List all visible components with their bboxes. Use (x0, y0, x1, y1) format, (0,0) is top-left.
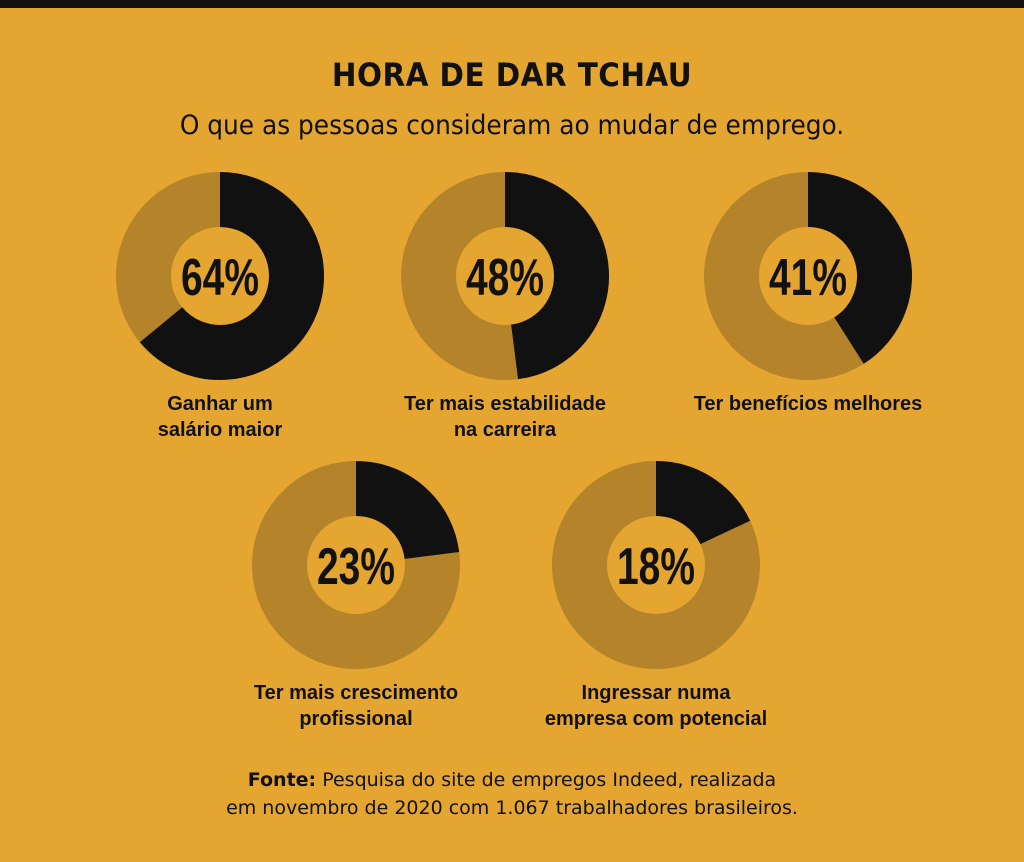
donut-1: 64% Ganhar um salário maior (116, 172, 324, 441)
chart-title: HORA DE DAR TCHAU (331, 56, 693, 94)
donut-4-label-line-2: profissional (299, 708, 412, 730)
top-bar (0, 0, 1024, 8)
source-note: Fonte: Pesquisa do site de empregos Inde… (0, 766, 1024, 822)
chart-subtitle: O que as pessoas consideram ao mudar de … (179, 110, 845, 141)
donut-2: 48% Ter mais estabilidade na carreira (401, 172, 609, 441)
donut-4: 23% Ter mais crescimento profissional (252, 461, 460, 730)
source-line-2: em novembro de 2020 com 1.067 trabalhado… (226, 797, 798, 819)
donut-5-label-line-2: empresa com potencial (545, 708, 767, 730)
donut-3-label-line-1: Ter benefícios melhores (694, 393, 923, 415)
donut-1-label-line-2: salário maior (158, 419, 283, 441)
donut-1-value: 64% (181, 249, 259, 307)
donut-4-filled-arc (354, 461, 460, 560)
donut-2-label-line-1: Ter mais estabilidade (404, 393, 606, 415)
donut-3-value: 41% (769, 249, 847, 307)
donut-1-label-line-1: Ganhar um (167, 393, 273, 415)
source-line-1: Pesquisa do site de empregos Indeed, rea… (322, 769, 777, 791)
donut-4-label-line-1: Ter mais crescimento (254, 682, 458, 704)
donut-4-value: 23% (317, 538, 395, 596)
source-label: Fonte: (247, 769, 317, 791)
donut-5-value: 18% (617, 538, 695, 596)
donut-2-label-line-2: na carreira (454, 419, 557, 441)
donut-3-filled-arc (806, 172, 912, 364)
donut-5-filled-arc (654, 461, 751, 546)
donut-3: 41% Ter benefícios melhores (694, 172, 923, 415)
donut-2-filled-arc (503, 172, 609, 380)
donut-5-label-line-1: Ingressar numa (582, 682, 732, 704)
donut-5: 18% Ingressar numa empresa com potencial (545, 461, 767, 730)
donut-1-filled-arc (139, 172, 324, 380)
donut-2-value: 48% (466, 249, 544, 307)
